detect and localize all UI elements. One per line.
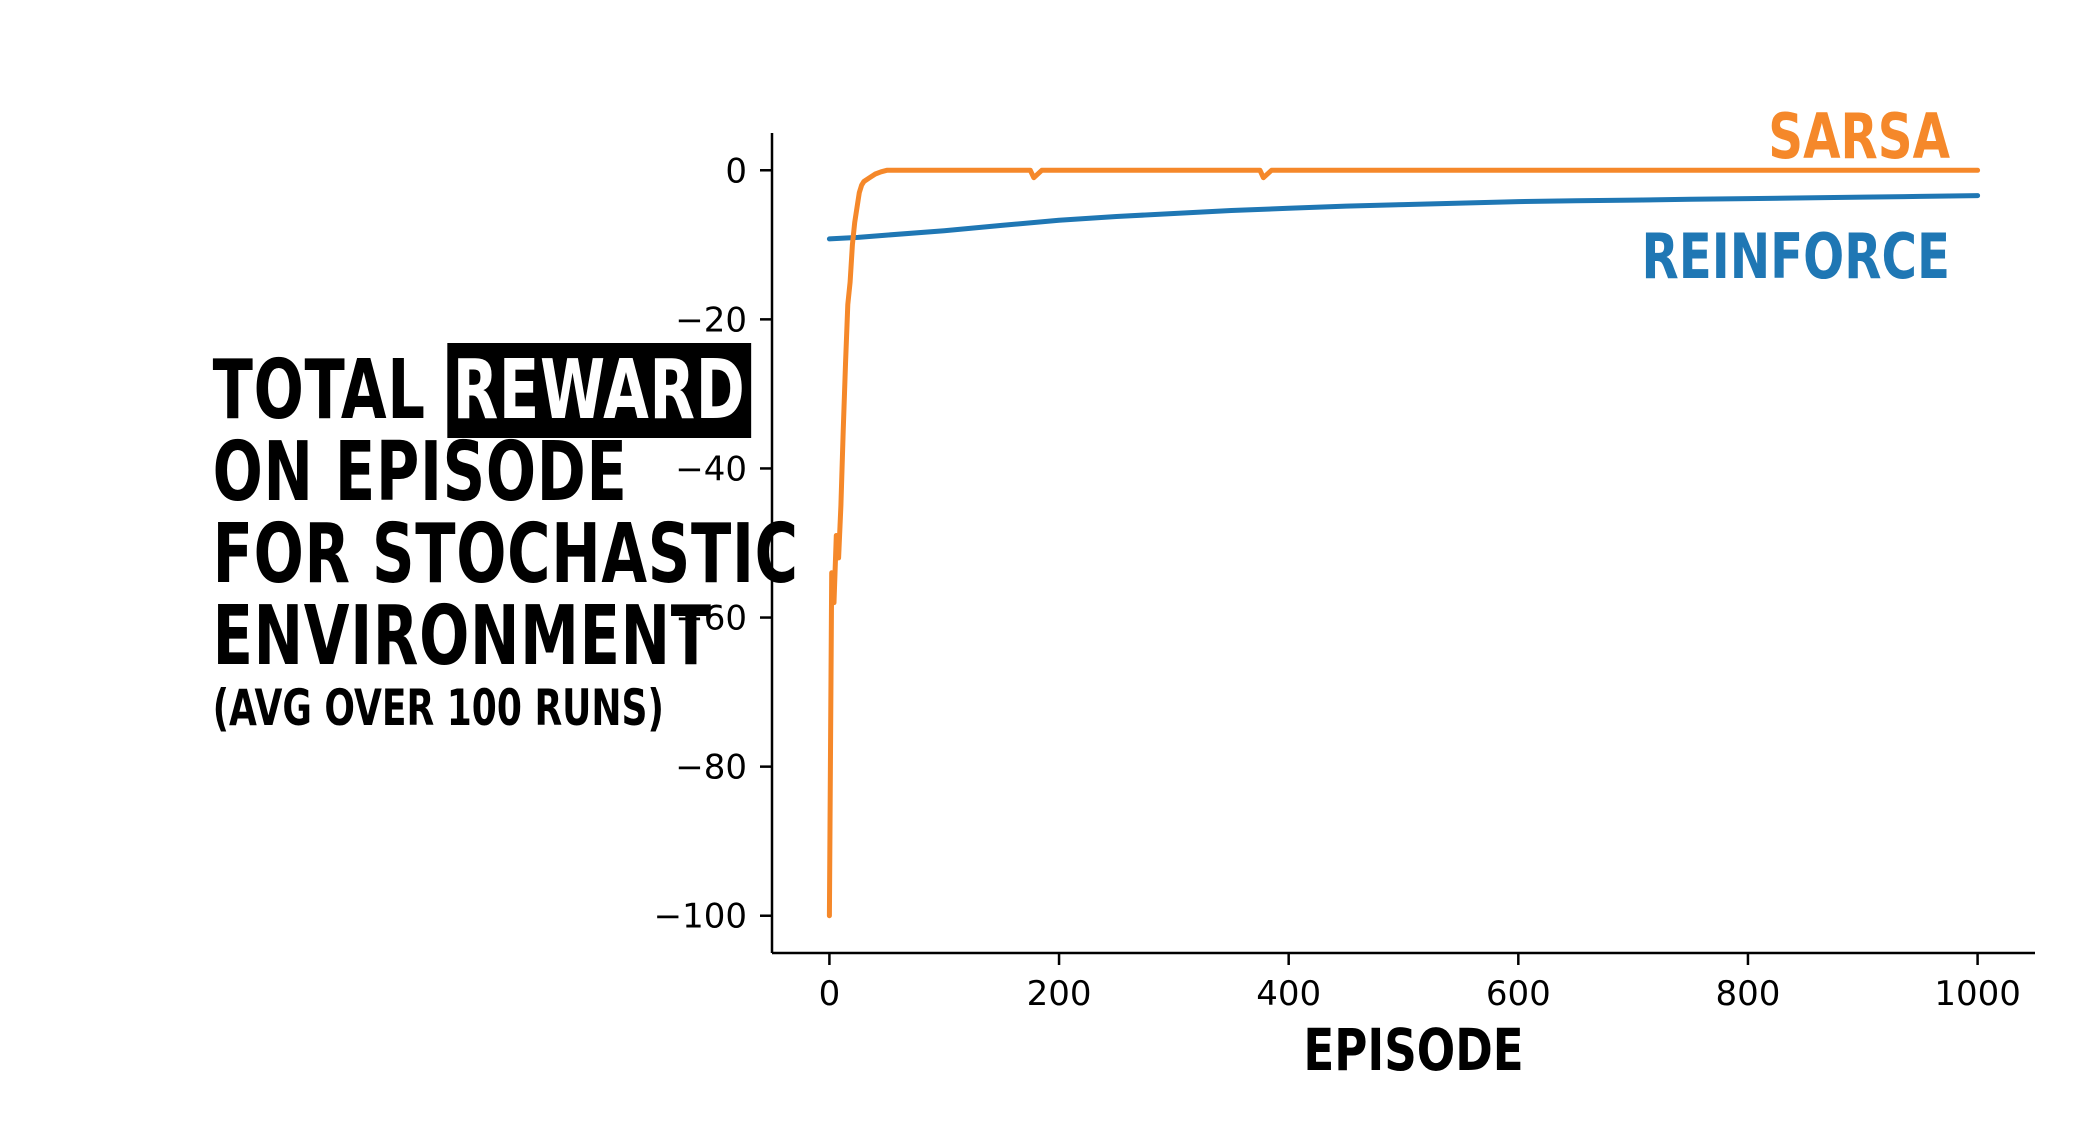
y-tick-label: −60 xyxy=(675,599,747,639)
x-tick-label: 600 xyxy=(1486,974,1551,1014)
y-tick-label: −40 xyxy=(675,449,747,489)
y-tick-label: −80 xyxy=(675,748,747,788)
y-tick-label: −100 xyxy=(654,897,747,937)
series-line-sarsa xyxy=(826,167,1981,919)
y-axis-label-line4: ENVIRONMENT xyxy=(212,589,712,684)
y-axis-label-total: TOTAL xyxy=(212,343,426,438)
y-axis-ticks: 0 −20 −40 −60 −80 −100 xyxy=(654,151,772,937)
series-label-reinforce: REINFORCE xyxy=(1641,221,1950,293)
x-tick-label: 400 xyxy=(1256,974,1321,1014)
y-axis-label-reward-highlight: REWARD xyxy=(446,343,752,438)
x-axis-label: EPISODE xyxy=(1303,1018,1523,1085)
x-tick-label: 800 xyxy=(1716,974,1781,1014)
x-axis-ticks: 0 200 400 600 800 1000 xyxy=(819,953,2021,1014)
x-tick-label: 1000 xyxy=(1934,974,2021,1014)
x-tick-label: 0 xyxy=(819,974,841,1014)
y-axis-label-line3: FOR STOCHASTIC xyxy=(212,507,799,602)
x-tick-label: 200 xyxy=(1027,974,1092,1014)
y-axis-label-line2: ON EPISODE xyxy=(212,425,628,520)
y-axis-label-line1: TOTAL REWARD xyxy=(213,343,752,438)
series-line-reinforce xyxy=(826,193,1981,242)
series-label-sarsa: SARSA xyxy=(1768,101,1950,173)
series-lines xyxy=(826,167,1981,919)
y-axis-label-subtitle: (AVG OVER 100 RUNS) xyxy=(212,679,664,737)
y-tick-label: 0 xyxy=(725,151,747,191)
y-tick-label: −20 xyxy=(675,300,747,340)
y-axis-label: TOTAL REWARD ON EPISODE FOR STOCHASTIC E… xyxy=(212,343,799,738)
